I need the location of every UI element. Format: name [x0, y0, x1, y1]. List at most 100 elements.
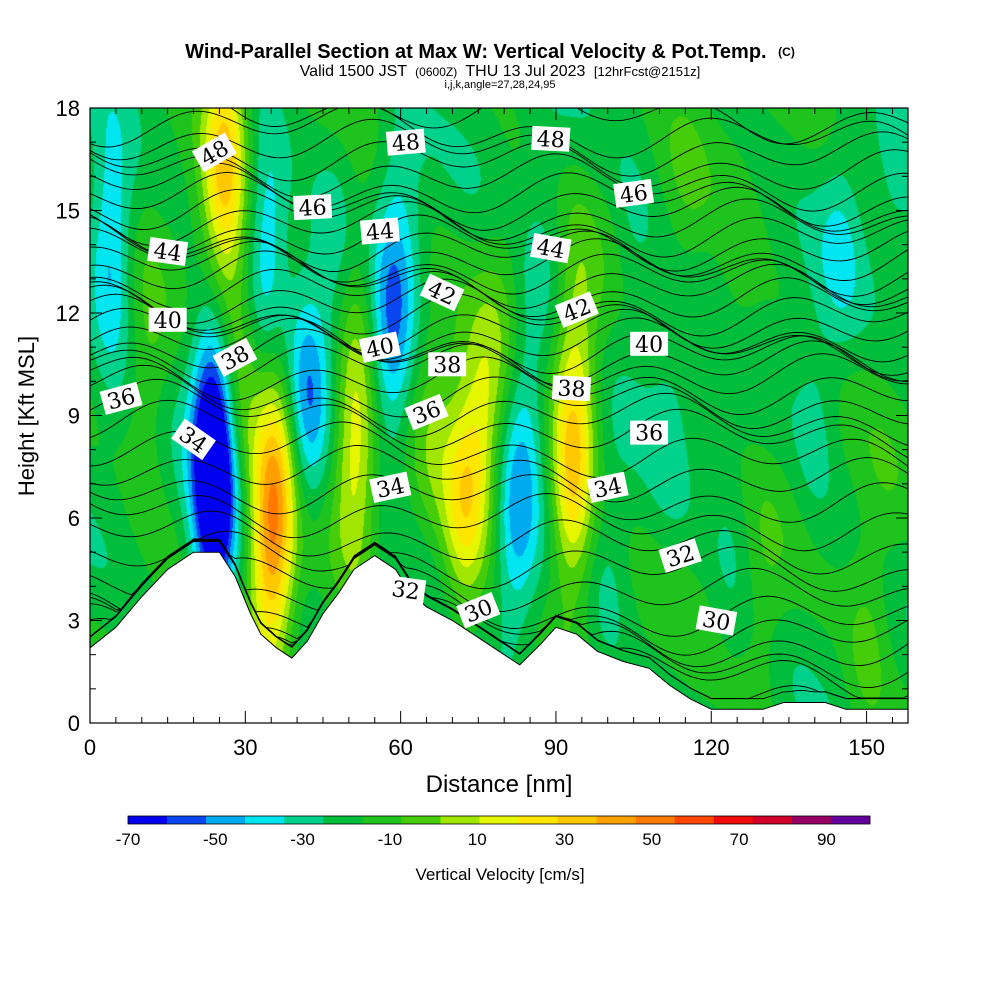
- contour-label-value: 48: [536, 127, 565, 153]
- isentrope-line: [90, 421, 908, 479]
- contour-label: 38: [428, 352, 467, 378]
- isentrope-line: [230, 108, 908, 145]
- contour-label-box: [99, 381, 143, 415]
- contour-label-value: 38: [433, 353, 461, 378]
- subtitle-date: THU 13 Jul 2023: [465, 63, 585, 80]
- colorbar-segment: [362, 816, 402, 824]
- colorbar-segment: [284, 816, 324, 824]
- x-tick-label: 90: [544, 735, 568, 760]
- colorbar-segment: [830, 816, 871, 824]
- contour-label-box: [385, 575, 427, 605]
- colorbar-tick-label: 90: [817, 830, 836, 849]
- contour-label: 46: [292, 194, 333, 222]
- isentrope-line: [90, 530, 908, 592]
- contour-label-box: [147, 236, 189, 267]
- contour-label-box: [369, 471, 412, 503]
- contour-label-box: [428, 352, 467, 377]
- contour-label: 32: [385, 575, 427, 606]
- colorbar: [127, 815, 871, 825]
- contour-label: 36: [630, 420, 669, 447]
- contour-label-box: [212, 337, 258, 377]
- contour-label-box: [554, 291, 599, 328]
- contour-label: 38: [551, 375, 592, 403]
- subtitle-forecast: [12hrFcst@2151z]: [594, 64, 700, 79]
- isentrope-line: [90, 250, 908, 309]
- contour-label-box: [359, 217, 400, 245]
- chart-subtitle: Valid 1500 JST (0600Z) THU 13 Jul 2023 […: [300, 63, 701, 80]
- x-tick-label: 150: [848, 735, 885, 760]
- colorbar-segment: [167, 816, 207, 824]
- isentrope-line: [90, 474, 908, 523]
- contour-label: 40: [358, 331, 401, 364]
- colorbar-tick-labels: -70 -50 -30 -10 10 30 50 70 90: [116, 830, 836, 849]
- contour-label-box: [586, 471, 629, 503]
- contour-label-value: 44: [152, 239, 183, 268]
- contour-label: 46: [613, 178, 655, 210]
- contour-label-value: 30: [700, 607, 732, 636]
- contour-label: 48: [531, 125, 571, 154]
- colorbar-segment: [440, 816, 480, 824]
- isentrope-line: [90, 364, 908, 430]
- isentrope-line: [90, 399, 908, 459]
- colorbar-tick-label: -10: [378, 830, 403, 849]
- contour-label-box: [358, 331, 401, 363]
- isentrope-line: [90, 201, 908, 258]
- isentrope-line: [90, 162, 908, 227]
- contour-label-box: [630, 420, 669, 445]
- contour-label-value: 34: [374, 474, 407, 504]
- isentrope-line: [90, 317, 908, 382]
- colorbar-tick-label: 10: [468, 830, 487, 849]
- contour-label-box: [191, 132, 237, 173]
- colorbar-segment: [635, 816, 676, 824]
- colorbar-segment: [674, 816, 715, 824]
- y-tick-label: 18: [56, 96, 80, 121]
- contour-label-box: [531, 125, 571, 152]
- contour-label: 44: [530, 232, 572, 264]
- contour-label-box: [695, 605, 738, 636]
- isentrope-line: [90, 493, 908, 552]
- contour-label-value: 46: [618, 181, 649, 210]
- contour-label-value: 40: [635, 333, 663, 358]
- chart-subtitle-indices: i,j,k,angle=27,28,24,95: [444, 79, 555, 91]
- contour-label-box: [385, 128, 426, 156]
- colorbar-tick-label: -30: [290, 830, 315, 849]
- colorbar-segment: [791, 816, 832, 824]
- isentrope-line: [90, 240, 908, 306]
- contour-label: 48: [385, 128, 426, 157]
- colorbar-segment: [245, 816, 285, 824]
- contour-label-box: [658, 538, 702, 573]
- contour-label-value: 36: [635, 422, 663, 447]
- contour-label-box: [613, 178, 655, 208]
- colorbar-tick-label: -50: [203, 830, 228, 849]
- isentrope-line: [90, 284, 908, 349]
- x-axis: 0 30 60 90 120 150: [84, 108, 893, 760]
- isentrope-line: [90, 153, 908, 212]
- colorbar-segment: [596, 816, 636, 824]
- isentrope-line: [90, 108, 908, 159]
- colorbar-segment: [557, 816, 597, 824]
- contour-label-box: [171, 418, 216, 461]
- contour-label-value: 32: [390, 577, 421, 606]
- contour-label: 40: [148, 307, 187, 334]
- y-tick-label: 0: [68, 711, 80, 736]
- chart-title-text: Wind-Parallel Section at Max W: Vertical…: [185, 41, 766, 63]
- isentrope-line: [90, 189, 908, 241]
- x-tick-label: 60: [388, 735, 412, 760]
- subtitle-valid: Valid 1500 JST: [300, 63, 408, 80]
- contour-label-box: [292, 194, 333, 221]
- contour-label: 44: [147, 236, 189, 268]
- contour-label-value: 38: [557, 376, 586, 402]
- colorbar-segment: [713, 816, 754, 824]
- colorbar-label: Vertical Velocity [cm/s]: [415, 865, 584, 884]
- y-tick-label: 9: [68, 404, 80, 429]
- contour-label: 30: [695, 605, 738, 637]
- subtitle-utc: (0600Z): [415, 65, 457, 79]
- isentrope-line: [90, 268, 908, 318]
- isentrope-line: [90, 378, 908, 446]
- x-tick-label: 30: [233, 735, 257, 760]
- contour-label-value: 44: [365, 219, 395, 246]
